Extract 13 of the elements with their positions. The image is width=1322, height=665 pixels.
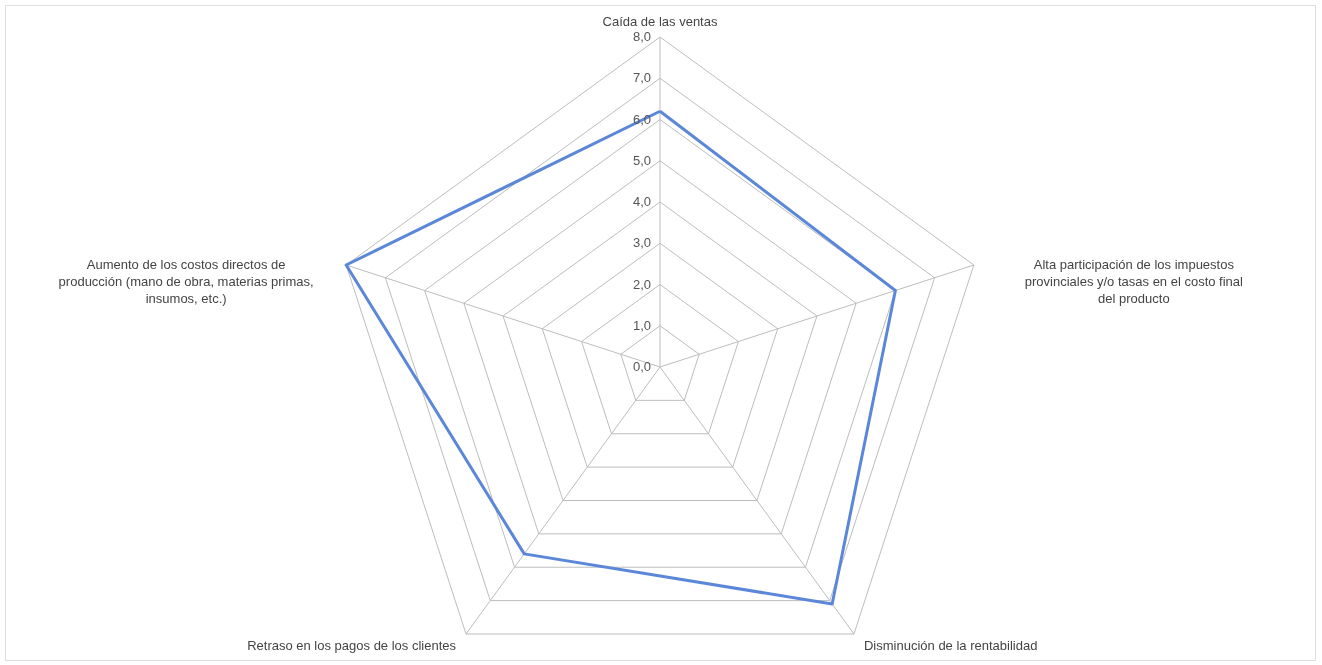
- spoke-label: Alta participación de los impuestos provinciales y/o tasas en el costo final del producto: [1024, 257, 1244, 307]
- y-tick-label: 3,0: [632, 235, 651, 251]
- spoke-label: Retraso en los pagos de los clientes: [247, 637, 457, 653]
- y-tick-label: 8,0: [632, 29, 651, 44]
- spoke-label: Disminución de la rentabilidad: [863, 637, 1038, 653]
- y-tick-label: 1,0: [632, 317, 651, 333]
- y-tick-label: 7,0: [632, 70, 651, 86]
- y-tick-label: 2,0: [632, 276, 651, 292]
- y-tick-label: 0,0: [632, 359, 651, 374]
- spoke-label: Caída de las ventas: [602, 14, 718, 29]
- y-tick-label: 5,0: [632, 152, 651, 168]
- y-tick-label: 4,0: [632, 194, 651, 209]
- spoke-label: Aumento de los costos directos de producción (mano de obra, materias primas, insumos, etc.): [58, 257, 314, 307]
